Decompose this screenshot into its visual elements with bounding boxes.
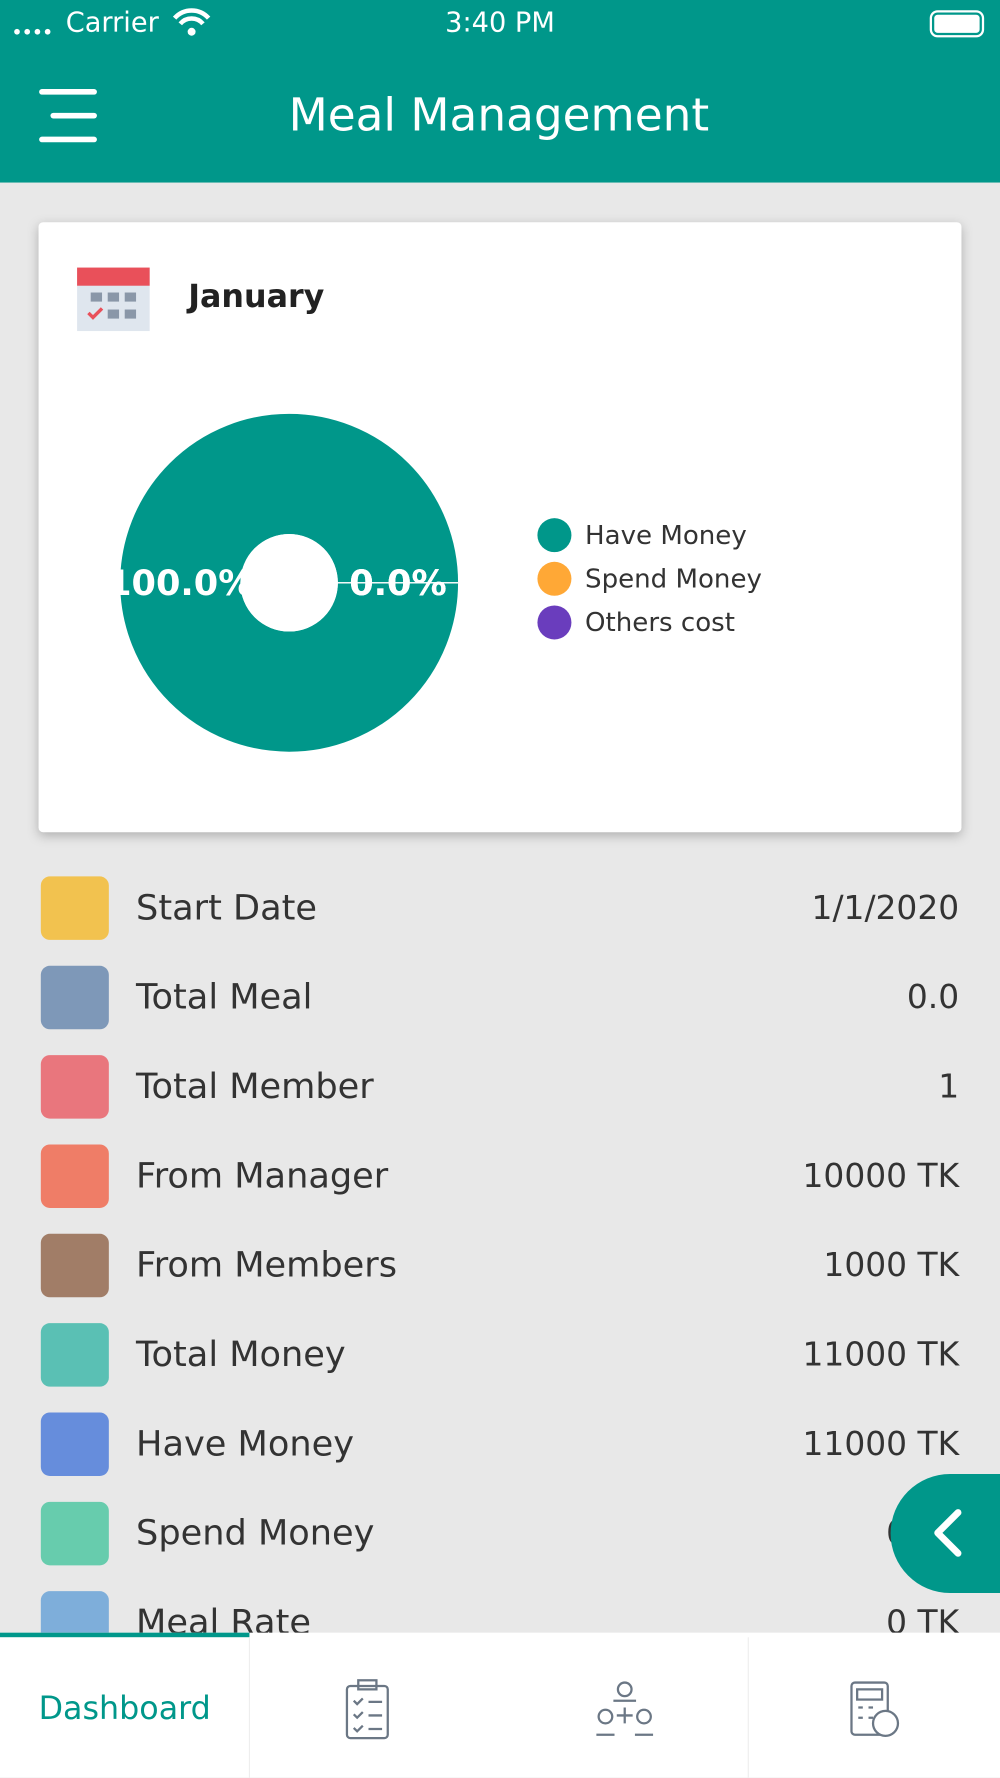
- info-row: Start Date 1/1/2020: [40, 876, 960, 940]
- info-row: From Members 1000 TK: [40, 1233, 961, 1298]
- row-label: Spend Money: [136, 1513, 374, 1554]
- header: [0, 0, 1000, 183]
- legend-label: Others cost: [585, 608, 735, 638]
- calendar-icon: [77, 267, 150, 332]
- slice-label: 0.0%: [349, 563, 446, 604]
- row-icon: [40, 1412, 109, 1476]
- info-row: Total Member 1: [40, 1055, 959, 1119]
- month: January: [186, 279, 324, 315]
- tab-dashboard[interactable]: Dashboard: [39, 1691, 211, 1727]
- row-label: Start Date: [136, 887, 317, 928]
- legend-label: Spend Money: [585, 564, 762, 594]
- donut-chart: 100.0% 0.0%0.0%: [107, 413, 459, 752]
- row-value: 10000 TK: [803, 1156, 961, 1195]
- menu-button[interactable]: [39, 89, 97, 143]
- clock: 3:40 PM: [445, 7, 555, 38]
- row-label: Total Member: [135, 1066, 374, 1107]
- row-value: 1: [938, 1066, 959, 1105]
- row-icon: [40, 1323, 109, 1387]
- row-value: 11000 TK: [803, 1424, 961, 1463]
- legend: Have Money Spend Money Others cost: [537, 518, 762, 640]
- info-row: Total Meal 0.0: [40, 965, 959, 1030]
- wifi-dot: [187, 27, 196, 36]
- battery-level: [934, 14, 980, 33]
- row-icon: [40, 1233, 109, 1298]
- row-label: Total Meal: [135, 977, 312, 1018]
- slice-label: 100.0%: [107, 563, 253, 604]
- tab-calculator[interactable]: [850, 1681, 900, 1737]
- row-label: From Members: [136, 1245, 397, 1286]
- carrier: Carrier: [66, 7, 160, 38]
- tab-indicator: [0, 1632, 250, 1638]
- slice-label: 0.0%: [349, 563, 446, 604]
- row-value: 0.0: [907, 977, 959, 1016]
- tab-list[interactable]: [345, 1679, 389, 1740]
- row-icon: [40, 1055, 109, 1119]
- legend-swatch: [537, 561, 572, 596]
- tab-members[interactable]: [596, 1681, 654, 1736]
- legend-swatch: [537, 518, 572, 553]
- info-row: Have Money 11000 TK: [40, 1412, 961, 1476]
- row-icon: [40, 876, 109, 940]
- legend-label: Have Money: [585, 521, 747, 551]
- row-icon: [40, 1501, 109, 1566]
- signal: [14, 28, 51, 35]
- row-label: Have Money: [136, 1423, 354, 1464]
- row-label: Total Money: [135, 1334, 346, 1375]
- info-row: From Manager 10000 TK: [40, 1144, 961, 1208]
- row-value: 1/1/2020: [812, 888, 960, 927]
- collapse-button[interactable]: [890, 1473, 1000, 1593]
- tab-bar: [0, 1632, 1000, 1778]
- row-value: 1000 TK: [823, 1245, 960, 1284]
- donut-hole: [240, 534, 338, 632]
- tab-dividers: [248, 1637, 749, 1778]
- title: Meal Management: [289, 88, 710, 141]
- wifi: [172, 8, 211, 26]
- row-icon: [40, 1144, 109, 1208]
- info-row: Total Money 11000 TK: [40, 1323, 961, 1387]
- legend-swatch: [537, 605, 572, 640]
- info-list: Start Date 1/1/2020 Total Meal 0.0 Total Mem…: [40, 876, 961, 1655]
- row-label: From Manager: [136, 1155, 389, 1196]
- row-icon: [40, 965, 109, 1030]
- chevron: [934, 1509, 962, 1557]
- battery: [929, 10, 985, 38]
- row-value: 11000 TK: [803, 1335, 961, 1374]
